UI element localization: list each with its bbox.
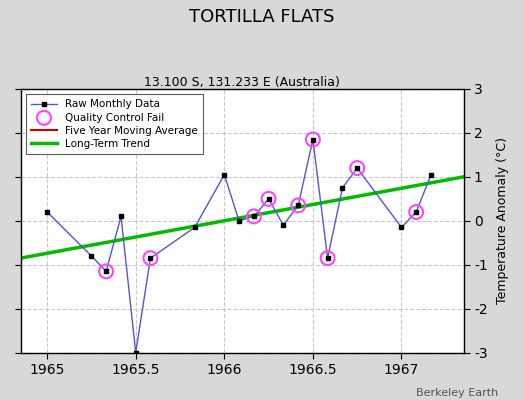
Quality Control Fail — [250, 213, 258, 220]
Raw Monthly Data — [266, 196, 272, 201]
Raw Monthly Data — [413, 210, 419, 214]
Y-axis label: Temperature Anomaly (°C): Temperature Anomaly (°C) — [496, 137, 509, 304]
Quality Control Fail — [265, 196, 273, 202]
Raw Monthly Data — [236, 218, 242, 223]
Quality Control Fail — [353, 165, 362, 171]
Quality Control Fail — [102, 268, 111, 274]
Text: Berkeley Earth: Berkeley Earth — [416, 388, 498, 398]
Raw Monthly Data — [88, 254, 94, 258]
Quality Control Fail — [309, 136, 317, 143]
Quality Control Fail — [323, 255, 332, 261]
Raw Monthly Data — [428, 172, 434, 177]
Raw Monthly Data — [192, 225, 198, 230]
Raw Monthly Data — [147, 256, 154, 260]
Raw Monthly Data — [324, 256, 331, 260]
Title: 13.100 S, 131.233 E (Australia): 13.100 S, 131.233 E (Australia) — [144, 76, 340, 89]
Quality Control Fail — [294, 202, 302, 209]
Raw Monthly Data — [44, 210, 50, 214]
Raw Monthly Data — [251, 214, 257, 219]
Raw Monthly Data — [398, 225, 405, 230]
Text: TORTILLA FLATS: TORTILLA FLATS — [189, 8, 335, 26]
Raw Monthly Data — [354, 166, 361, 170]
Line: Raw Monthly Data: Raw Monthly Data — [45, 137, 433, 355]
Quality Control Fail — [412, 209, 420, 215]
Raw Monthly Data — [295, 203, 301, 208]
Raw Monthly Data — [133, 350, 139, 355]
Legend: Raw Monthly Data, Quality Control Fail, Five Year Moving Average, Long-Term Tren: Raw Monthly Data, Quality Control Fail, … — [26, 94, 203, 154]
Raw Monthly Data — [103, 269, 110, 274]
Quality Control Fail — [146, 255, 155, 261]
Raw Monthly Data — [118, 214, 124, 219]
Raw Monthly Data — [340, 186, 346, 190]
Raw Monthly Data — [280, 223, 287, 228]
Raw Monthly Data — [221, 172, 227, 177]
Raw Monthly Data — [310, 137, 316, 142]
